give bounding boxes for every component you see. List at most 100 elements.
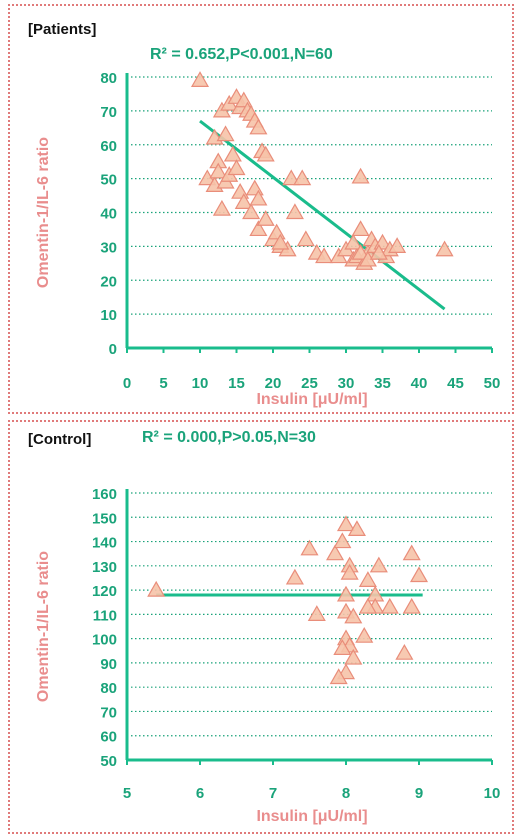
patients-panel xyxy=(8,4,514,414)
data-point xyxy=(344,233,363,250)
data-point xyxy=(344,648,363,665)
data-point xyxy=(216,125,235,142)
y-tick-label: 100 xyxy=(92,632,117,649)
data-point xyxy=(369,243,388,260)
y-axis-label: Omentin-1/IL-6 ratio xyxy=(35,137,52,288)
x-tick-label: 20 xyxy=(265,375,282,392)
x-tick-label: 5 xyxy=(159,375,167,392)
data-point xyxy=(333,639,352,655)
data-point xyxy=(212,199,231,216)
x-tick-label: 25 xyxy=(301,375,318,392)
x-tick-label: 8 xyxy=(342,785,350,802)
y-tick-label: 110 xyxy=(93,607,117,624)
y-tick-label: 80 xyxy=(100,70,117,87)
y-tick-label: 150 xyxy=(92,510,117,527)
stats-annotation: R² = 0.652,P<0.001,N=60 xyxy=(150,46,333,63)
data-point xyxy=(340,563,359,580)
y-tick-label: 30 xyxy=(100,239,117,256)
data-point xyxy=(380,597,399,614)
data-point xyxy=(336,515,356,532)
data-point xyxy=(256,210,275,226)
data-point xyxy=(333,532,352,549)
data-point xyxy=(369,556,388,573)
x-tick-label: 10 xyxy=(484,785,501,802)
x-tick-label: 6 xyxy=(196,785,204,802)
panel-label: [Control] xyxy=(28,431,91,448)
x-tick-label: 35 xyxy=(374,375,391,392)
y-tick-label: 90 xyxy=(100,656,117,673)
data-point xyxy=(435,240,454,257)
data-point xyxy=(344,607,363,624)
data-point xyxy=(351,243,370,260)
data-point xyxy=(147,580,166,597)
data-point xyxy=(395,643,414,660)
x-tick-label: 5 xyxy=(123,785,131,802)
x-tick-label: 9 xyxy=(415,785,423,802)
x-tick-label: 30 xyxy=(338,375,355,392)
control-panel xyxy=(8,420,514,834)
data-point xyxy=(336,585,356,602)
y-tick-label: 80 xyxy=(100,680,117,697)
x-tick-label: 50 xyxy=(484,375,501,392)
y-tick-label: 60 xyxy=(100,138,117,155)
y-tick-label: 60 xyxy=(100,729,117,746)
data-point xyxy=(402,597,421,614)
data-point xyxy=(256,145,275,162)
data-point xyxy=(315,247,334,264)
x-tick-label: 0 xyxy=(123,375,131,392)
x-tick-label: 7 xyxy=(269,785,277,802)
data-point xyxy=(358,597,377,614)
data-point xyxy=(234,193,253,209)
y-tick-label: 120 xyxy=(92,583,117,600)
data-point xyxy=(351,167,370,184)
data-point xyxy=(249,118,268,135)
y-tick-label: 70 xyxy=(100,104,117,121)
data-point xyxy=(402,544,421,561)
y-tick-label: 0 xyxy=(109,341,117,358)
y-tick-label: 40 xyxy=(100,206,117,223)
x-axis-label: Insulin [μU/ml] xyxy=(256,808,367,825)
data-point xyxy=(249,220,268,237)
data-point xyxy=(329,668,348,685)
data-point xyxy=(307,605,326,621)
y-tick-label: 130 xyxy=(92,559,117,576)
data-point xyxy=(293,169,312,186)
data-point xyxy=(351,220,370,237)
x-tick-label: 15 xyxy=(228,375,245,392)
data-point xyxy=(209,162,228,179)
y-tick-label: 140 xyxy=(92,535,117,552)
y-tick-label: 20 xyxy=(100,273,117,290)
y-tick-label: 50 xyxy=(100,172,117,189)
x-tick-label: 40 xyxy=(411,375,428,392)
data-point xyxy=(282,169,301,186)
x-tick-label: 45 xyxy=(447,375,464,392)
y-tick-label: 160 xyxy=(92,486,117,503)
stats-annotation: R² = 0.000,P>0.05,N=30 xyxy=(142,429,316,446)
data-point xyxy=(249,189,268,206)
panel-label: [Patients] xyxy=(28,21,96,38)
data-point xyxy=(326,544,345,561)
data-point xyxy=(409,566,429,583)
data-point xyxy=(227,159,246,176)
data-point xyxy=(242,203,261,220)
x-tick-label: 10 xyxy=(192,375,209,392)
data-point xyxy=(300,539,319,556)
data-point xyxy=(285,568,304,585)
y-tick-label: 10 xyxy=(100,307,117,324)
y-tick-label: 50 xyxy=(100,753,117,770)
x-axis-label: Insulin [μU/ml] xyxy=(256,391,367,408)
trend-line xyxy=(199,119,446,311)
data-point xyxy=(271,233,290,250)
data-point xyxy=(388,237,407,253)
data-point xyxy=(347,520,366,537)
data-point xyxy=(285,203,304,220)
data-point xyxy=(296,230,315,247)
data-point xyxy=(223,145,242,162)
y-axis-label: Omentin-1/IL-6 ratio xyxy=(35,551,52,702)
y-tick-label: 70 xyxy=(100,704,117,721)
data-point xyxy=(190,71,210,87)
data-point xyxy=(358,571,377,587)
data-point xyxy=(355,626,374,643)
